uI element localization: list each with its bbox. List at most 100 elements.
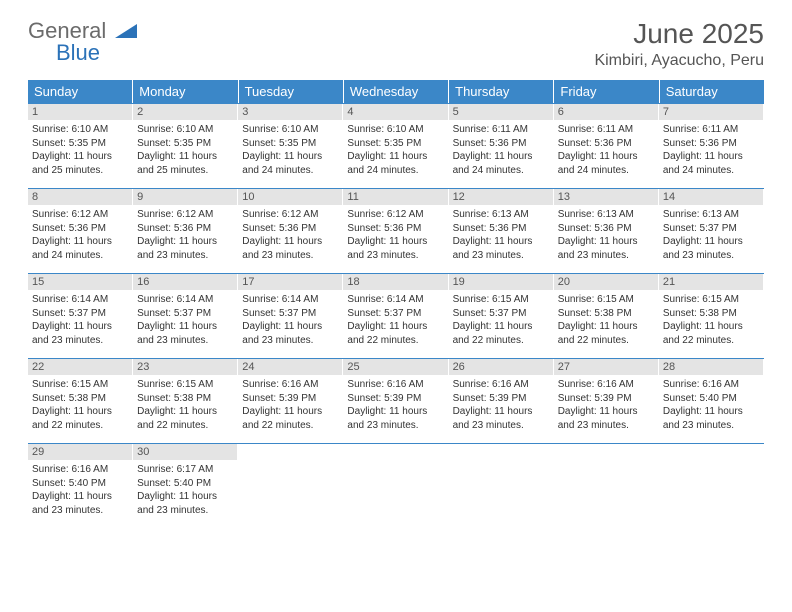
day-body: Sunrise: 6:12 AMSunset: 5:36 PMDaylight:…	[28, 205, 132, 266]
sunrise-text: Sunrise: 6:11 AM	[453, 123, 549, 137]
daylight-text: Daylight: 11 hours and 24 minutes.	[663, 150, 759, 177]
day-body: Sunrise: 6:16 AMSunset: 5:40 PMDaylight:…	[28, 460, 132, 521]
day-cell: 29Sunrise: 6:16 AMSunset: 5:40 PMDayligh…	[28, 444, 133, 528]
sunset-text: Sunset: 5:36 PM	[347, 222, 443, 236]
day-cell: 26Sunrise: 6:16 AMSunset: 5:39 PMDayligh…	[449, 359, 554, 443]
day-number: 14	[659, 189, 763, 205]
daylight-text: Daylight: 11 hours and 23 minutes.	[32, 320, 128, 347]
daylight-text: Daylight: 11 hours and 24 minutes.	[32, 235, 128, 262]
day-number: 1	[28, 104, 132, 120]
day-body: Sunrise: 6:11 AMSunset: 5:36 PMDaylight:…	[554, 120, 658, 181]
sunset-text: Sunset: 5:36 PM	[558, 222, 654, 236]
day-body: Sunrise: 6:16 AMSunset: 5:39 PMDaylight:…	[554, 375, 658, 436]
day-body: Sunrise: 6:12 AMSunset: 5:36 PMDaylight:…	[238, 205, 342, 266]
weeks-container: 1Sunrise: 6:10 AMSunset: 5:35 PMDaylight…	[28, 103, 764, 528]
day-number: 18	[343, 274, 447, 290]
day-cell	[449, 444, 554, 528]
sunrise-text: Sunrise: 6:15 AM	[663, 293, 759, 307]
day-cell: 30Sunrise: 6:17 AMSunset: 5:40 PMDayligh…	[133, 444, 238, 528]
day-number: 12	[449, 189, 553, 205]
day-cell: 4Sunrise: 6:10 AMSunset: 5:35 PMDaylight…	[343, 104, 448, 188]
sunrise-text: Sunrise: 6:13 AM	[558, 208, 654, 222]
day-body: Sunrise: 6:10 AMSunset: 5:35 PMDaylight:…	[238, 120, 342, 181]
sunrise-text: Sunrise: 6:10 AM	[242, 123, 338, 137]
weekday-header: Sunday	[28, 80, 133, 103]
daylight-text: Daylight: 11 hours and 22 minutes.	[242, 405, 338, 432]
day-body: Sunrise: 6:11 AMSunset: 5:36 PMDaylight:…	[449, 120, 553, 181]
day-cell: 22Sunrise: 6:15 AMSunset: 5:38 PMDayligh…	[28, 359, 133, 443]
week-row: 22Sunrise: 6:15 AMSunset: 5:38 PMDayligh…	[28, 358, 764, 443]
day-cell: 24Sunrise: 6:16 AMSunset: 5:39 PMDayligh…	[238, 359, 343, 443]
day-number: 22	[28, 359, 132, 375]
day-cell: 2Sunrise: 6:10 AMSunset: 5:35 PMDaylight…	[133, 104, 238, 188]
day-cell: 19Sunrise: 6:15 AMSunset: 5:37 PMDayligh…	[449, 274, 554, 358]
day-number: 2	[133, 104, 237, 120]
day-cell	[238, 444, 343, 528]
sunrise-text: Sunrise: 6:14 AM	[347, 293, 443, 307]
day-body: Sunrise: 6:17 AMSunset: 5:40 PMDaylight:…	[133, 460, 237, 521]
daylight-text: Daylight: 11 hours and 22 minutes.	[137, 405, 233, 432]
daylight-text: Daylight: 11 hours and 23 minutes.	[347, 235, 443, 262]
day-body: Sunrise: 6:15 AMSunset: 5:38 PMDaylight:…	[133, 375, 237, 436]
day-number: 27	[554, 359, 658, 375]
weekday-header: Saturday	[660, 80, 764, 103]
week-row: 29Sunrise: 6:16 AMSunset: 5:40 PMDayligh…	[28, 443, 764, 528]
day-body: Sunrise: 6:12 AMSunset: 5:36 PMDaylight:…	[343, 205, 447, 266]
logo: General Blue	[28, 18, 137, 66]
sunrise-text: Sunrise: 6:15 AM	[558, 293, 654, 307]
daylight-text: Daylight: 11 hours and 23 minutes.	[242, 235, 338, 262]
daylight-text: Daylight: 11 hours and 25 minutes.	[32, 150, 128, 177]
sunrise-text: Sunrise: 6:15 AM	[137, 378, 233, 392]
daylight-text: Daylight: 11 hours and 22 minutes.	[558, 320, 654, 347]
day-cell	[343, 444, 448, 528]
day-number: 19	[449, 274, 553, 290]
day-cell: 8Sunrise: 6:12 AMSunset: 5:36 PMDaylight…	[28, 189, 133, 273]
day-cell	[659, 444, 764, 528]
daylight-text: Daylight: 11 hours and 23 minutes.	[558, 235, 654, 262]
sunset-text: Sunset: 5:38 PM	[32, 392, 128, 406]
sunset-text: Sunset: 5:37 PM	[453, 307, 549, 321]
sunrise-text: Sunrise: 6:12 AM	[347, 208, 443, 222]
day-number: 8	[28, 189, 132, 205]
weekday-header: Tuesday	[239, 80, 344, 103]
day-number: 28	[659, 359, 763, 375]
day-body: Sunrise: 6:16 AMSunset: 5:39 PMDaylight:…	[238, 375, 342, 436]
day-cell: 11Sunrise: 6:12 AMSunset: 5:36 PMDayligh…	[343, 189, 448, 273]
sunrise-text: Sunrise: 6:16 AM	[558, 378, 654, 392]
day-body: Sunrise: 6:13 AMSunset: 5:36 PMDaylight:…	[554, 205, 658, 266]
day-body: Sunrise: 6:15 AMSunset: 5:38 PMDaylight:…	[28, 375, 132, 436]
day-body: Sunrise: 6:10 AMSunset: 5:35 PMDaylight:…	[133, 120, 237, 181]
day-number: 6	[554, 104, 658, 120]
day-body: Sunrise: 6:15 AMSunset: 5:37 PMDaylight:…	[449, 290, 553, 351]
sunrise-text: Sunrise: 6:15 AM	[32, 378, 128, 392]
day-number: 3	[238, 104, 342, 120]
sunset-text: Sunset: 5:36 PM	[242, 222, 338, 236]
sunset-text: Sunset: 5:36 PM	[663, 137, 759, 151]
day-number: 9	[133, 189, 237, 205]
sunrise-text: Sunrise: 6:16 AM	[347, 378, 443, 392]
day-cell: 9Sunrise: 6:12 AMSunset: 5:36 PMDaylight…	[133, 189, 238, 273]
day-number: 7	[659, 104, 763, 120]
day-cell: 3Sunrise: 6:10 AMSunset: 5:35 PMDaylight…	[238, 104, 343, 188]
day-body: Sunrise: 6:15 AMSunset: 5:38 PMDaylight:…	[659, 290, 763, 351]
daylight-text: Daylight: 11 hours and 25 minutes.	[137, 150, 233, 177]
sunrise-text: Sunrise: 6:16 AM	[242, 378, 338, 392]
day-number: 23	[133, 359, 237, 375]
day-body: Sunrise: 6:16 AMSunset: 5:40 PMDaylight:…	[659, 375, 763, 436]
calendar: SundayMondayTuesdayWednesdayThursdayFrid…	[28, 80, 764, 528]
sunset-text: Sunset: 5:40 PM	[663, 392, 759, 406]
day-body: Sunrise: 6:15 AMSunset: 5:38 PMDaylight:…	[554, 290, 658, 351]
sunset-text: Sunset: 5:36 PM	[453, 137, 549, 151]
weekday-header-row: SundayMondayTuesdayWednesdayThursdayFrid…	[28, 80, 764, 103]
daylight-text: Daylight: 11 hours and 23 minutes.	[137, 320, 233, 347]
day-cell: 17Sunrise: 6:14 AMSunset: 5:37 PMDayligh…	[238, 274, 343, 358]
daylight-text: Daylight: 11 hours and 24 minutes.	[242, 150, 338, 177]
sunset-text: Sunset: 5:38 PM	[137, 392, 233, 406]
daylight-text: Daylight: 11 hours and 23 minutes.	[137, 490, 233, 517]
sunset-text: Sunset: 5:37 PM	[137, 307, 233, 321]
sunrise-text: Sunrise: 6:16 AM	[32, 463, 128, 477]
sunset-text: Sunset: 5:39 PM	[453, 392, 549, 406]
title-block: June 2025 Kimbiri, Ayacucho, Peru	[594, 18, 764, 70]
sunset-text: Sunset: 5:38 PM	[663, 307, 759, 321]
page-header: General Blue June 2025 Kimbiri, Ayacucho…	[0, 0, 792, 76]
